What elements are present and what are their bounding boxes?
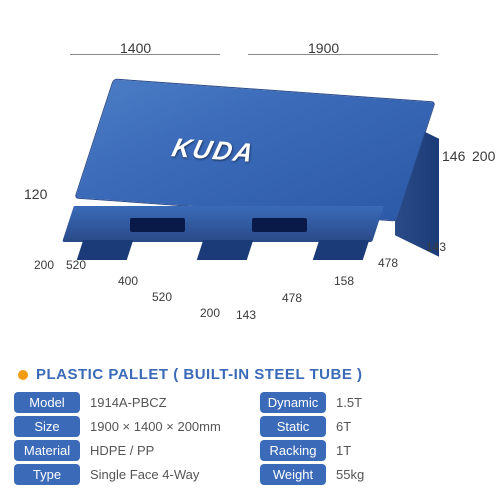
- spec-value-dynamic: 1.5T: [332, 392, 486, 413]
- title-row: PLASTIC PALLET ( BUILT-IN STEEL TUBE ): [18, 366, 363, 383]
- spec-label-weight: Weight: [260, 464, 326, 485]
- dim-right-h2: 200: [472, 148, 495, 164]
- dim-side: 143: [236, 308, 256, 322]
- forklift-cutout: [252, 218, 307, 232]
- spec-value-model: 1914A-PBCZ: [86, 392, 254, 413]
- product-title: PLASTIC PALLET ( BUILT-IN STEEL TUBE ): [36, 366, 363, 383]
- dim-right-h1: 146: [442, 148, 465, 164]
- dim-front: 200: [34, 258, 54, 272]
- dim-side: 478: [378, 256, 398, 270]
- dim-front: 520: [66, 258, 86, 272]
- spec-label-material: Material: [14, 440, 80, 461]
- pallet-foot: [77, 240, 133, 260]
- spec-label-dynamic: Dynamic: [260, 392, 326, 413]
- spec-value-size: 1900 × 1400 × 200mm: [86, 416, 254, 437]
- product-spec-card: KUDA 1400 1900 120 146 200 200 520 400 5…: [0, 0, 500, 500]
- spec-label-model: Model: [14, 392, 80, 413]
- bullet-icon: [18, 370, 28, 380]
- dim-front: 200: [200, 306, 220, 320]
- dim-top-right: 1900: [308, 40, 339, 56]
- forklift-cutout: [130, 218, 185, 232]
- spec-value-weight: 55kg: [332, 464, 486, 485]
- dim-side: 478: [282, 291, 302, 305]
- dim-side: 158: [334, 274, 354, 288]
- dim-line: [248, 54, 438, 55]
- dim-front: 520: [152, 290, 172, 304]
- dim-left-height: 120: [24, 186, 47, 202]
- spec-label-type: Type: [14, 464, 80, 485]
- spec-label-racking: Racking: [260, 440, 326, 461]
- spec-value-racking: 1T: [332, 440, 486, 461]
- spec-table: Model 1914A-PBCZ Dynamic 1.5T Size 1900 …: [14, 392, 486, 485]
- dimension-diagram: KUDA 1400 1900 120 146 200 200 520 400 5…: [0, 0, 500, 360]
- spec-value-material: HDPE / PP: [86, 440, 254, 461]
- dim-front: 400: [118, 274, 138, 288]
- pallet-front-face: [62, 206, 384, 242]
- brand-logo: KUDA: [169, 132, 258, 169]
- pallet-foot: [313, 240, 369, 260]
- spec-label-size: Size: [14, 416, 80, 437]
- dim-side: 143: [426, 240, 446, 254]
- pallet-foot: [197, 240, 253, 260]
- spec-value-static: 6T: [332, 416, 486, 437]
- spec-label-static: Static: [260, 416, 326, 437]
- dim-top-left: 1400: [120, 40, 151, 56]
- spec-value-type: Single Face 4-Way: [86, 464, 254, 485]
